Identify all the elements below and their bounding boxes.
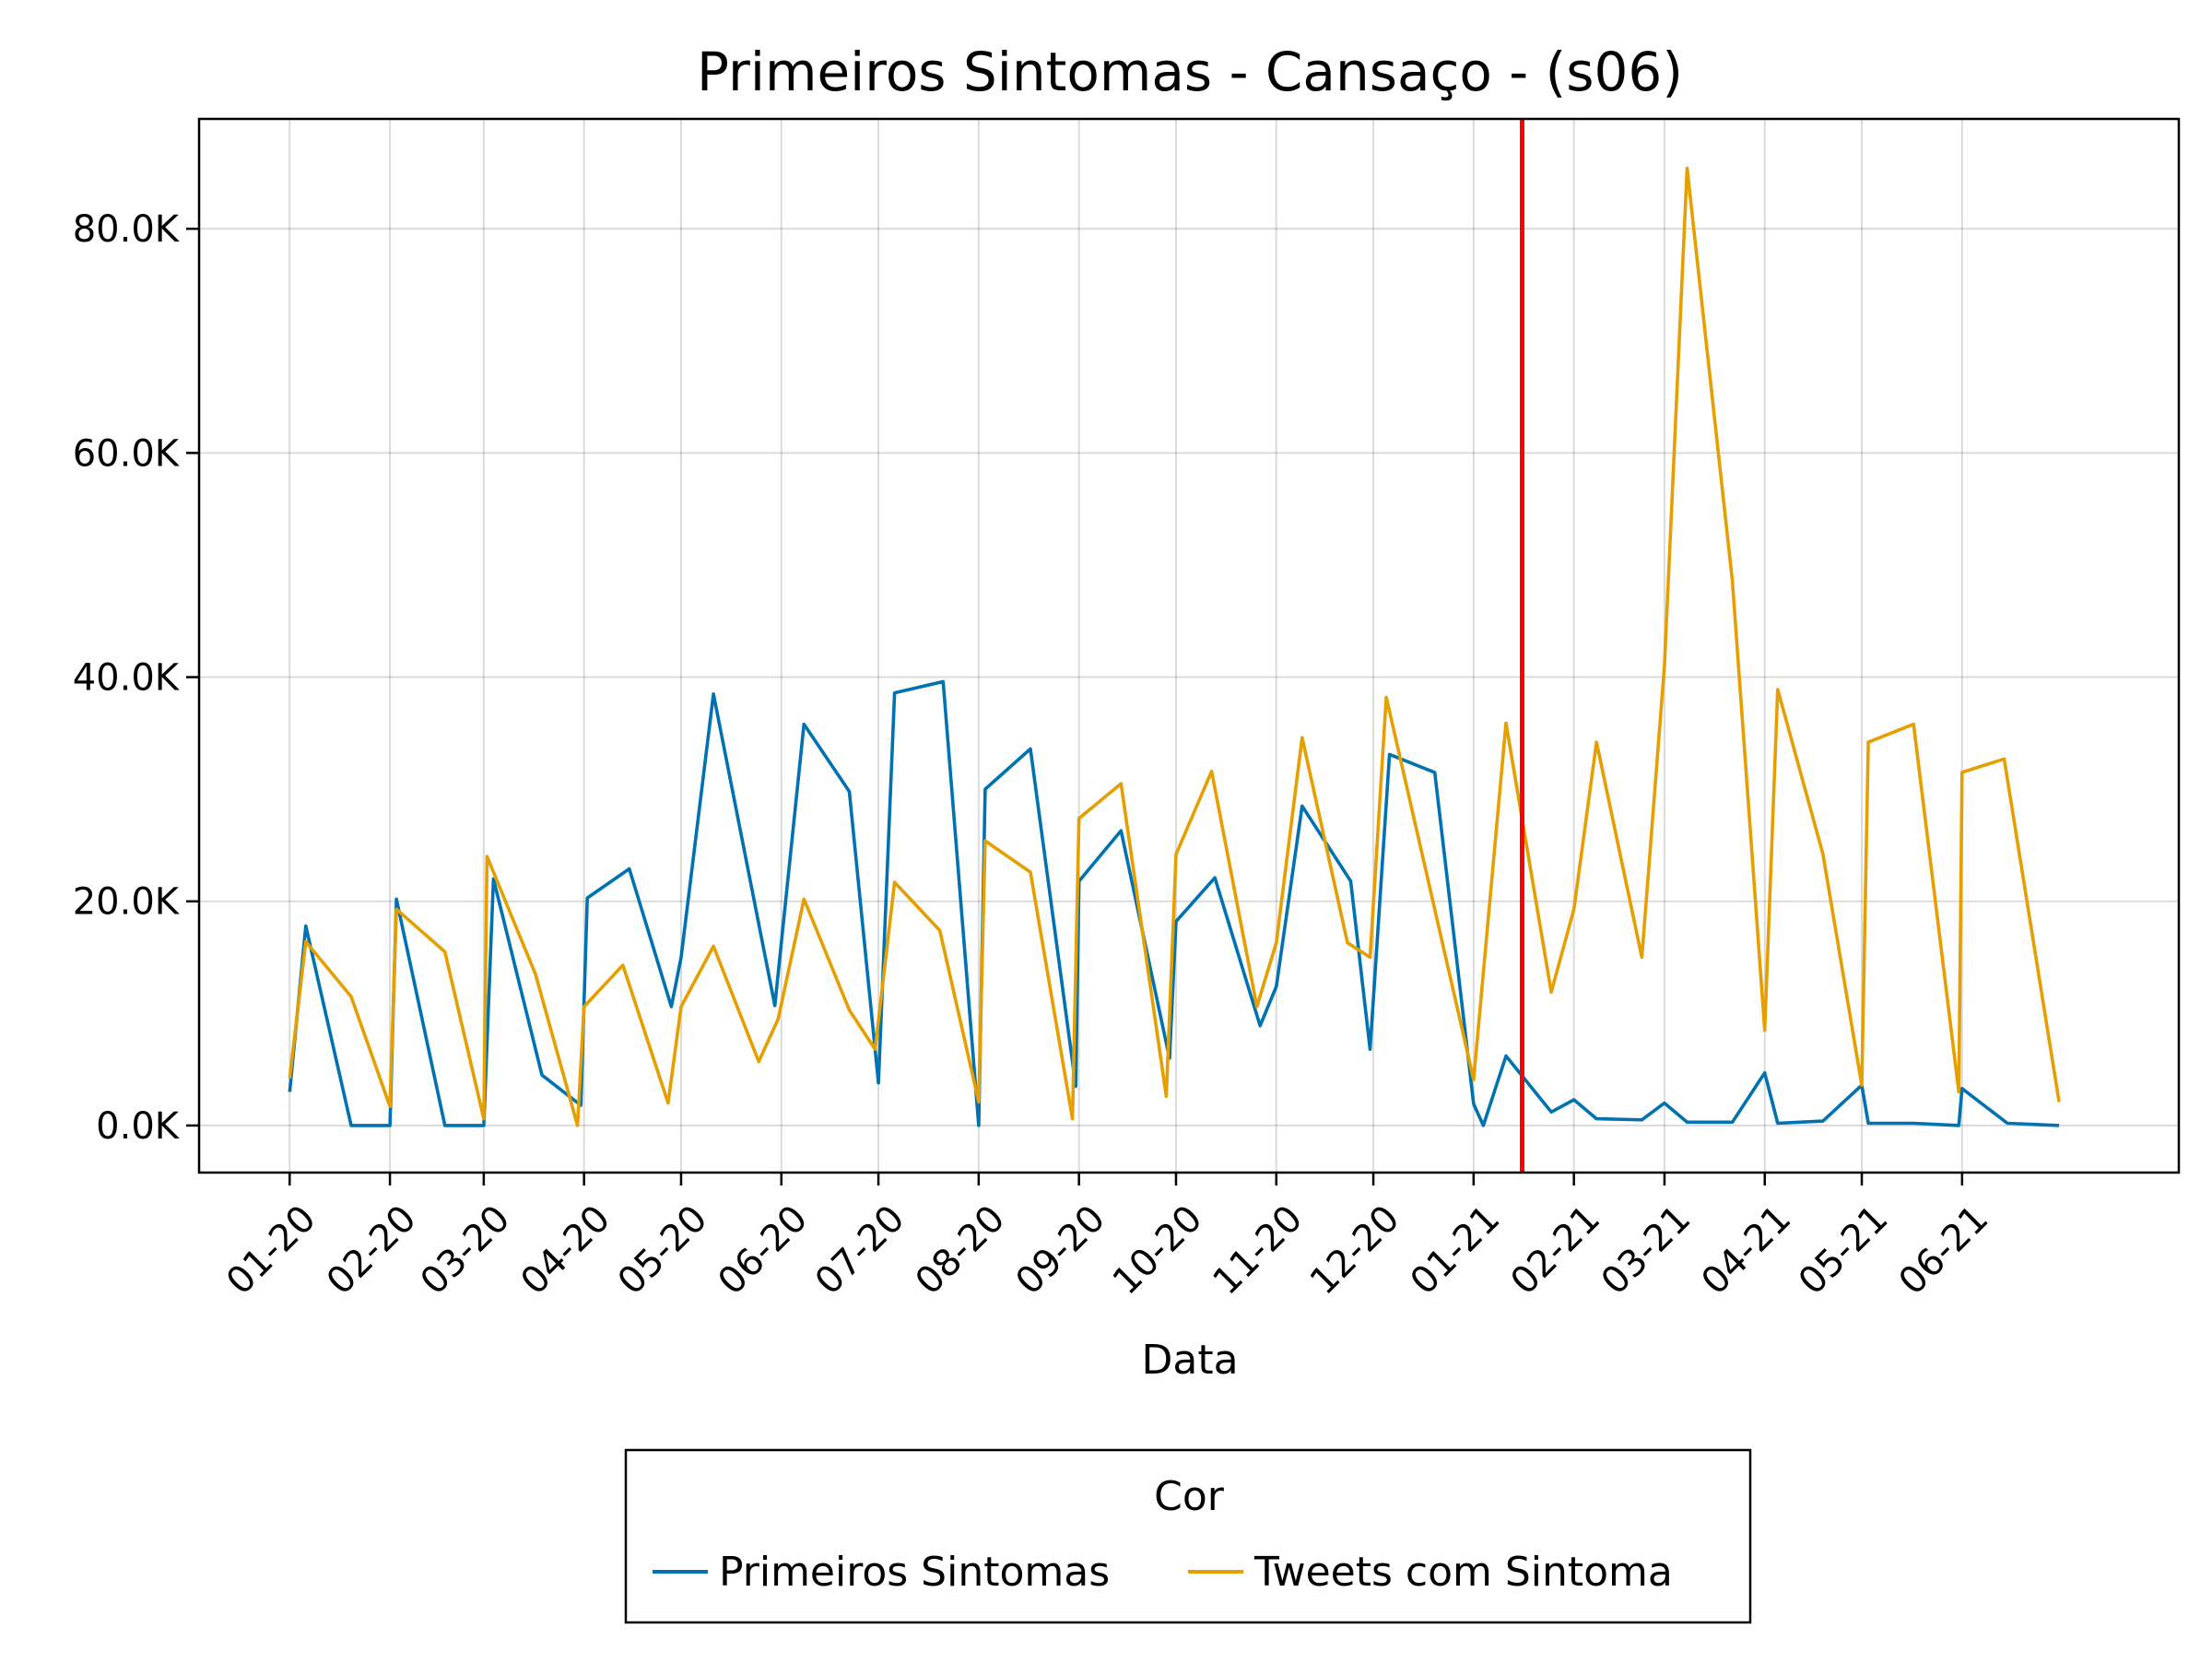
y-tick-label: 0.0K bbox=[96, 1105, 181, 1148]
y-axis: 0.0K 20.0K 40.0K 60.0K 80.0K bbox=[73, 208, 199, 1148]
series-line-tweets-com-sintoma bbox=[288, 166, 2061, 1127]
y-tick-label: 60.0K bbox=[73, 432, 181, 475]
series-lines bbox=[288, 166, 2061, 1127]
chart-title: Primeiros Sintomas - Cansaço - (s06) bbox=[697, 41, 1683, 103]
plot-frame bbox=[197, 117, 2181, 1174]
legend-label-tweets-com-sintoma: Tweets com Sintoma bbox=[1253, 1549, 1673, 1596]
y-tick-label: 80.0K bbox=[73, 208, 181, 251]
legend-title: Cor bbox=[1154, 1473, 1225, 1520]
grid-lines bbox=[199, 119, 2179, 1173]
x-axis-label: Data bbox=[1141, 1337, 1238, 1384]
y-tick-label: 20.0K bbox=[73, 881, 181, 924]
legend-label-primeiros-sintomas: Primeiros Sintomas bbox=[719, 1549, 1110, 1596]
legend-box bbox=[624, 1448, 1752, 1624]
legend: Cor Primeiros Sintomas Tweets com Sintom… bbox=[624, 1448, 1752, 1624]
y-tick-label: 40.0K bbox=[73, 657, 181, 700]
